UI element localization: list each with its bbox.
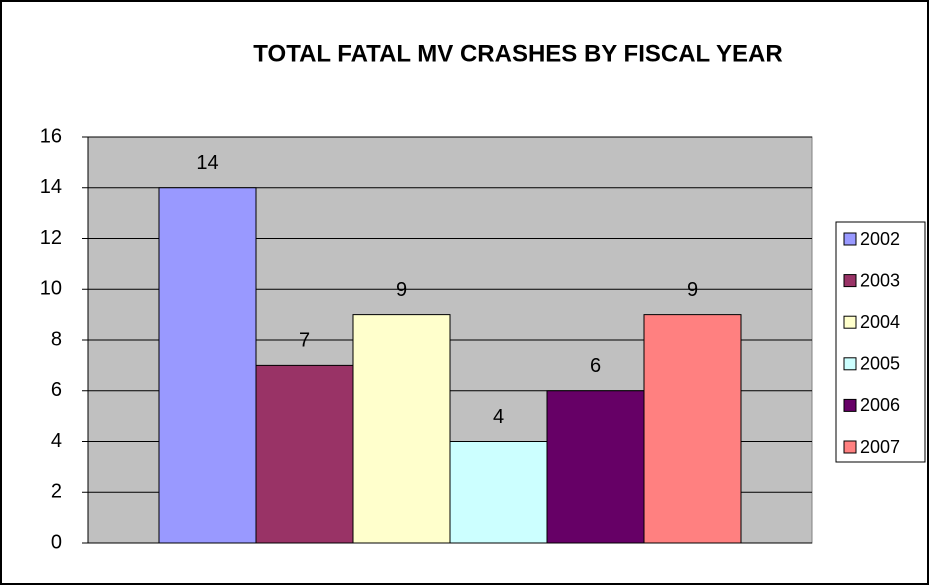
legend-swatch xyxy=(843,398,857,412)
legend-label: 2003 xyxy=(860,270,900,290)
y-tick-label: 8 xyxy=(51,328,62,350)
data-label: 4 xyxy=(493,406,504,428)
chart-title: TOTAL FATAL MV CRASHES BY FISCAL YEAR xyxy=(253,40,782,67)
y-tick-label: 4 xyxy=(51,430,62,452)
legend-label: 2004 xyxy=(860,312,900,332)
bar xyxy=(352,314,451,544)
data-label: 9 xyxy=(687,279,698,301)
legend-swatch xyxy=(843,315,857,329)
legend-swatch xyxy=(843,274,857,288)
data-label: 9 xyxy=(396,279,407,301)
legend-label: 2005 xyxy=(860,354,900,374)
legend-swatch xyxy=(843,232,857,246)
bar xyxy=(255,364,354,544)
y-tick-label: 12 xyxy=(40,227,62,249)
bar xyxy=(643,314,742,544)
bar xyxy=(449,441,548,544)
legend-box xyxy=(835,221,926,463)
y-tick-label: 16 xyxy=(40,125,62,147)
bar xyxy=(158,187,257,544)
legend-label: 2007 xyxy=(860,437,900,457)
y-tick-label: 14 xyxy=(40,176,62,198)
legend-swatch xyxy=(843,440,857,454)
legend-label: 2006 xyxy=(860,395,900,415)
y-tick-label: 10 xyxy=(40,278,62,300)
legend-label: 2002 xyxy=(860,229,900,249)
y-tick-label: 0 xyxy=(51,531,62,553)
data-label: 14 xyxy=(196,152,218,174)
data-label: 6 xyxy=(590,355,601,377)
bar xyxy=(546,390,645,544)
legend-swatch xyxy=(843,357,857,371)
y-tick-label: 2 xyxy=(51,481,62,503)
y-tick-label: 6 xyxy=(51,379,62,401)
data-label: 7 xyxy=(299,330,310,352)
